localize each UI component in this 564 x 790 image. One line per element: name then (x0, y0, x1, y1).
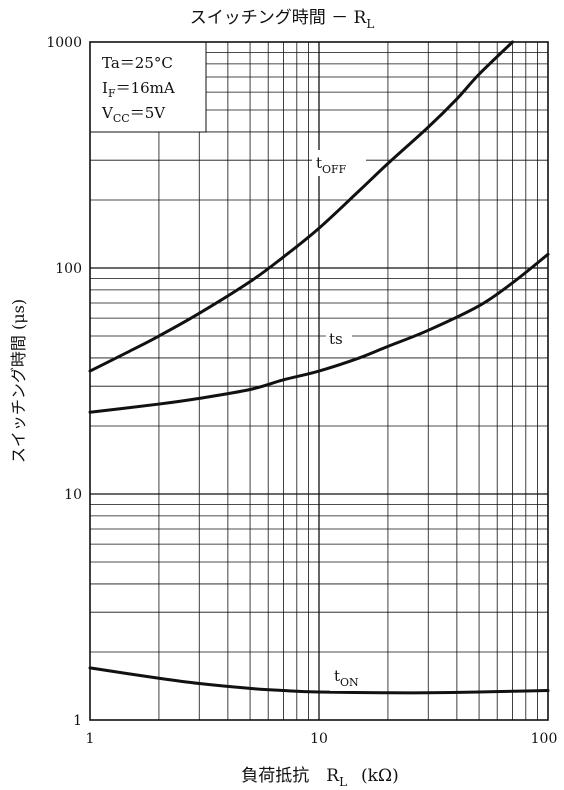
grid (90, 42, 548, 720)
chart-title: スイッチング時間 － RL (190, 8, 375, 31)
plot-frame (89, 41, 549, 721)
x-tick-label: 1 (86, 731, 95, 747)
series-label-ts: ts (326, 328, 352, 348)
svg-text:tOFF: tOFF (316, 154, 347, 176)
series-label-toff: tOFF (312, 150, 366, 176)
y-tick-label: 1 (73, 713, 82, 729)
condition-if: IF＝16mA (102, 79, 175, 100)
series-line-toff (88, 40, 515, 373)
y-axis-label: スイッチング時間 (μs) (9, 299, 28, 463)
conditions-box (89, 41, 207, 133)
y-tick-label: 10 (64, 487, 82, 503)
x-axis-label: 負荷抵抗 RL (kΩ) (241, 766, 398, 789)
x-tick-label: 10 (310, 731, 328, 747)
x-tick-label: 100 (531, 731, 558, 747)
y-tick-label: 100 (55, 261, 82, 277)
series-line-ton (88, 666, 550, 695)
condition-ta: Ta＝25°C (102, 54, 173, 72)
series-label-ton: tON (330, 665, 374, 691)
y-tick-label: 1000 (46, 35, 82, 51)
svg-text:ts: ts (329, 330, 343, 348)
condition-vcc: VCC＝5V (101, 104, 166, 125)
series-lines (88, 40, 550, 695)
svg-text:tON: tON (334, 667, 359, 689)
series-line-ts (88, 252, 550, 414)
